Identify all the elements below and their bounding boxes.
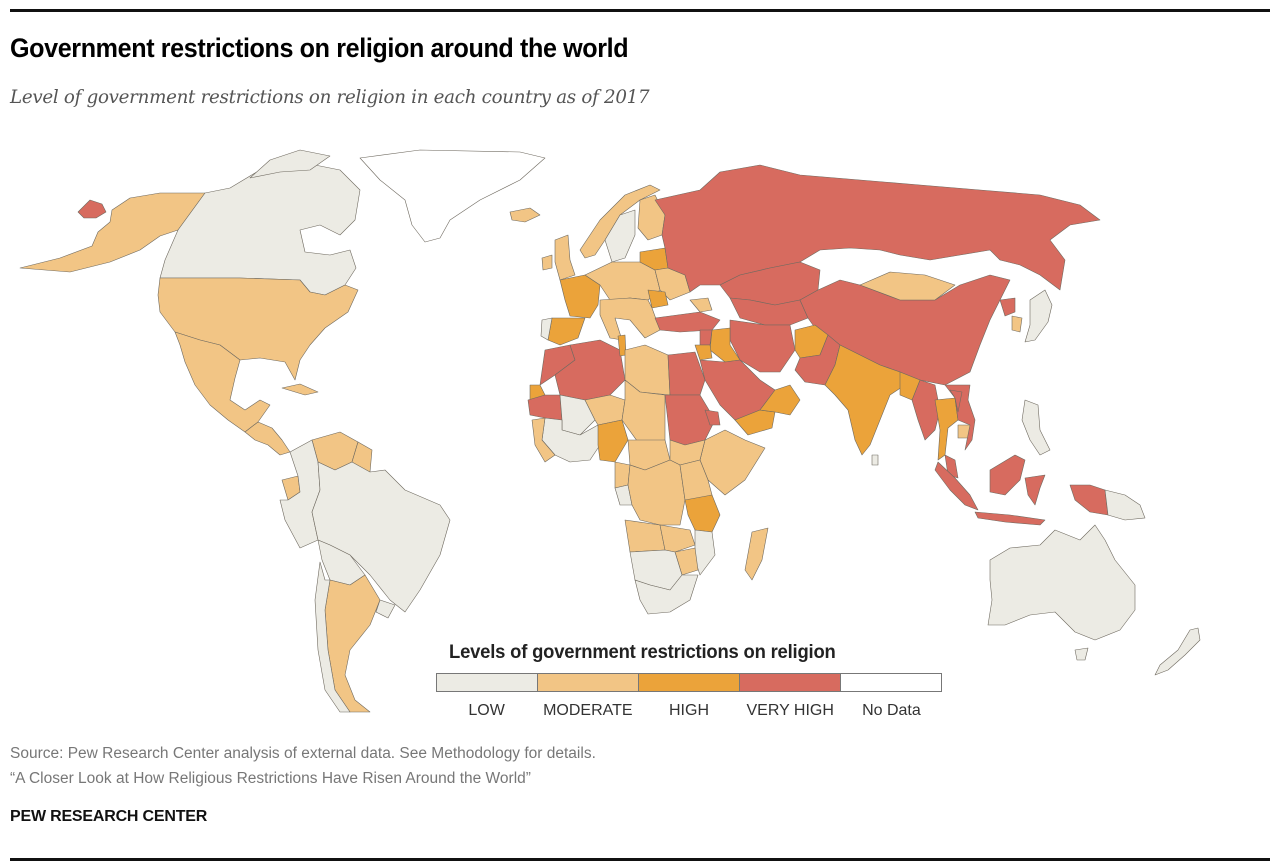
region-java: [974, 511, 1046, 526]
chart-title: Government restrictions on religion arou…: [10, 33, 629, 63]
region-papua-new-guinea: [1104, 489, 1146, 521]
region-mozambique: [694, 529, 716, 576]
region-mauritania: [527, 394, 563, 421]
region-south-africa: [634, 574, 699, 615]
region-canada: [159, 161, 361, 296]
region-south-korea: [1011, 315, 1023, 333]
legend-swatch-very-high: [740, 674, 841, 691]
legend-color-bar: [436, 673, 942, 692]
region-romania: [647, 289, 669, 309]
region-portugal: [540, 317, 553, 341]
region-iceland: [509, 207, 541, 223]
region-sri-lanka: [871, 454, 879, 466]
region-jordan-israel: [694, 344, 713, 361]
legend-label-moderate: MODERATE: [543, 702, 633, 719]
region-bangladesh: [899, 371, 921, 401]
region-france: [559, 274, 601, 319]
region-philippines: [1021, 399, 1051, 456]
region-sumatra: [934, 461, 979, 511]
report-title: “A Closer Look at How Religious Restrict…: [10, 770, 531, 787]
region-sulawesi: [1024, 474, 1046, 506]
region-cuba: [281, 383, 319, 396]
region-yemen: [734, 409, 776, 436]
region-iran: [729, 319, 796, 373]
legend-label-no-data: No Data: [862, 702, 921, 719]
region-north-korea: [999, 297, 1016, 317]
region-angola: [624, 519, 666, 553]
region-japan: [1024, 289, 1053, 343]
region-dr-congo: [627, 459, 686, 526]
region-mongolia: [859, 271, 956, 301]
region-chile: [314, 561, 351, 713]
region-borneo: [989, 454, 1026, 496]
legend-title: Levels of government restrictions on rel…: [449, 642, 836, 663]
region-uruguay: [375, 599, 396, 619]
region-caucasus: [689, 297, 713, 313]
region-central-america: [244, 421, 291, 456]
world-map: [0, 140, 1280, 730]
region-turkey: [654, 311, 721, 333]
region-india: [824, 344, 906, 456]
region-tasmania: [1074, 647, 1089, 661]
region-mexico: [174, 331, 271, 433]
region-nigeria: [597, 419, 629, 463]
region-cameroon-gabon: [614, 461, 631, 489]
region-russia: [654, 164, 1101, 293]
region-thailand: [934, 397, 959, 461]
region-greenland: [359, 149, 546, 243]
region-new-zealand: [1154, 627, 1201, 676]
region-vietnam: [944, 384, 976, 451]
source-note: Source: Pew Research Center analysis of …: [10, 741, 596, 791]
region-ireland: [541, 254, 553, 271]
chart-subtitle: Level of government restrictions on reli…: [10, 86, 650, 108]
world-map-svg: [19, 149, 1201, 713]
region-zambia: [659, 524, 696, 553]
region-sudan: [664, 394, 716, 446]
region-tanzania: [684, 494, 721, 533]
region-spain: [547, 317, 586, 346]
region-alaska: [19, 192, 206, 273]
region-australia: [987, 524, 1136, 641]
region-senegal-guinea: [531, 417, 556, 463]
legend-labels: LOW MODERATE HIGH VERY HIGH No Data: [436, 702, 942, 720]
source-text: Source: Pew Research Center analysis of …: [10, 745, 596, 762]
region-ethiopia-somalia: [699, 429, 766, 496]
region-eritrea: [704, 409, 721, 426]
bottom-rule: [10, 858, 1270, 861]
region-laos: [949, 389, 963, 413]
region-italy-balkans: [599, 297, 661, 341]
region-united-kingdom: [554, 234, 576, 281]
region-papua: [1069, 484, 1109, 516]
legend-swatch-moderate: [538, 674, 639, 691]
region-canada-arctic: [249, 149, 331, 179]
region-syria: [699, 329, 713, 346]
legend-swatch-low: [437, 674, 538, 691]
brand-footer: PEW RESEARCH CENTER: [10, 808, 208, 825]
region-egypt: [667, 351, 706, 396]
legend-label-very-high: VERY HIGH: [746, 702, 834, 719]
legend-label-low: LOW: [468, 702, 505, 719]
legend-label-high: HIGH: [669, 702, 709, 719]
region-myanmar: [911, 379, 941, 441]
region-madagascar: [744, 527, 769, 581]
legend-swatch-no-data: [841, 674, 941, 691]
top-rule: [10, 9, 1270, 12]
legend: Levels of government restrictions on rel…: [436, 642, 942, 720]
region-oman: [759, 384, 801, 416]
legend-swatch-high: [639, 674, 740, 691]
region-chukotka: [77, 199, 107, 219]
